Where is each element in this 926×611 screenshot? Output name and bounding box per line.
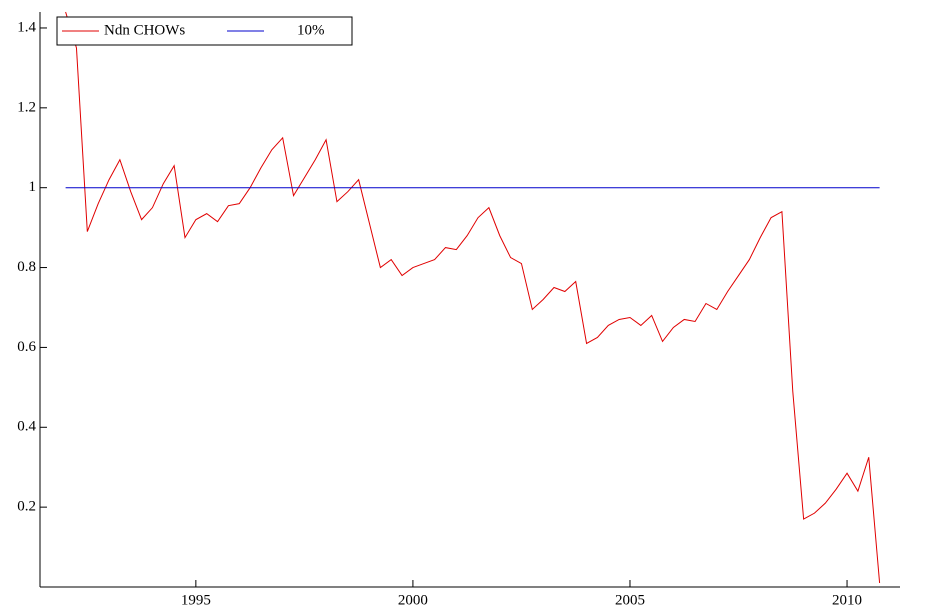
x-tick-label: 1995 — [181, 592, 211, 608]
x-tick-label: 2010 — [832, 592, 862, 608]
y-tick-label: 0.2 — [17, 499, 36, 515]
x-tick-label: 2000 — [398, 592, 428, 608]
y-tick-label: 0.4 — [17, 419, 36, 435]
legend-label: Ndn CHOWs — [104, 22, 185, 38]
y-tick-label: 1.2 — [17, 99, 36, 115]
y-tick-label: 1 — [29, 179, 37, 195]
x-tick-label: 2005 — [615, 592, 645, 608]
legend-box — [56, 16, 353, 46]
y-tick-label: 0.6 — [17, 339, 36, 355]
y-tick-label: 1.4 — [17, 19, 36, 35]
series-line — [65, 11, 881, 584]
y-tick-label: 0.8 — [17, 259, 36, 275]
legend-label: 10% — [297, 22, 325, 38]
